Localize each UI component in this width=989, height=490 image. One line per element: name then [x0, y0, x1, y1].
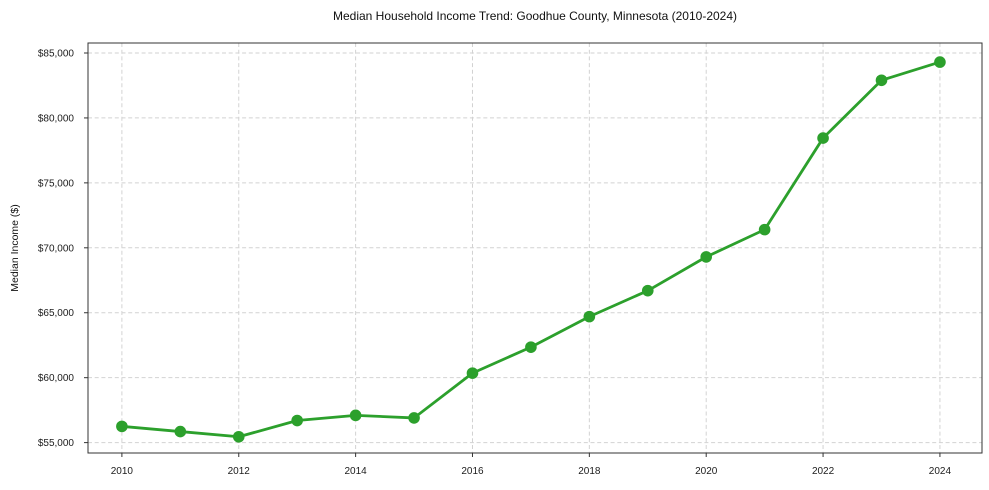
y-tick-label: $75,000 — [38, 178, 75, 189]
data-point-2010 — [116, 420, 128, 433]
data-point-2014 — [349, 409, 362, 422]
data-point-2019 — [641, 284, 654, 297]
x-tick-label: 2012 — [228, 466, 251, 477]
data-point-2015 — [408, 412, 420, 424]
y-tick-label: $70,000 — [38, 243, 75, 254]
data-point-2023 — [875, 74, 888, 87]
data-point-2011 — [174, 425, 187, 438]
data-point-2022 — [817, 132, 829, 144]
y-tick-label: $80,000 — [38, 113, 75, 124]
x-tick-label: 2016 — [461, 466, 484, 477]
data-point-2024 — [934, 56, 946, 68]
x-tick-label: 2018 — [578, 466, 601, 477]
y-tick-label: $55,000 — [38, 438, 75, 449]
data-point-2021 — [758, 223, 771, 236]
data-point-2013 — [291, 414, 303, 427]
x-tick-label: 2022 — [812, 466, 835, 477]
y-axis-label: Median Income ($) — [9, 204, 21, 292]
x-tick-label: 2010 — [111, 466, 134, 477]
y-tick-label: $65,000 — [38, 308, 75, 319]
y-tick-label: $60,000 — [38, 373, 75, 384]
x-tick-label: 2014 — [344, 466, 367, 477]
data-point-2018 — [583, 310, 596, 323]
x-tick-label: 2020 — [695, 466, 718, 477]
data-point-2020 — [700, 251, 713, 263]
data-point-2012 — [232, 430, 245, 443]
y-tick-label: $85,000 — [38, 49, 75, 60]
data-point-2017 — [525, 341, 537, 353]
data-point-2016 — [466, 367, 479, 379]
x-tick-label: 2024 — [929, 466, 952, 477]
chart-title: Median Household Income Trend: Goodhue C… — [332, 9, 738, 23]
